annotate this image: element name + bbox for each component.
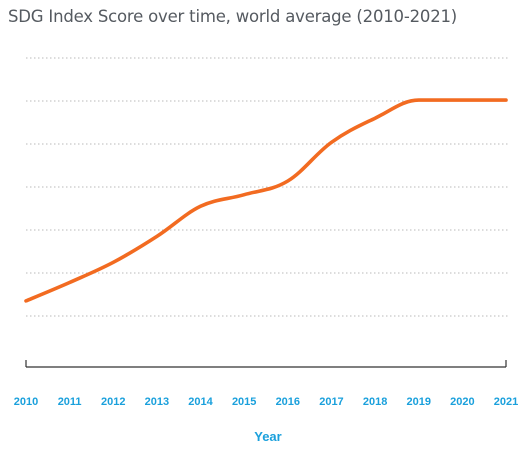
x-tick-label: 2010 xyxy=(14,396,38,408)
x-tick-label: 2021 xyxy=(494,396,518,408)
x-tick-label: 2018 xyxy=(363,396,387,408)
x-tick-label: 2011 xyxy=(58,396,82,408)
x-tick-label: 2012 xyxy=(101,396,125,408)
x-tick-label: 2017 xyxy=(319,396,343,408)
x-tick-label: 2019 xyxy=(406,396,430,408)
gridlines xyxy=(26,57,508,317)
x-tick-label: 2014 xyxy=(188,396,213,408)
chart-title: SDG Index Score over time, world average… xyxy=(8,7,458,26)
x-tick-labels: 2010 2011 2012 2013 2014 2015 2016 2017 2018 2019… xyxy=(14,396,518,408)
x-tick-label: 2013 xyxy=(145,396,169,408)
x-tick-label: 2016 xyxy=(276,396,300,408)
x-tick-label: 2015 xyxy=(232,396,256,408)
x-axis xyxy=(25,360,507,368)
series-line xyxy=(24,98,508,303)
x-tick-label: 2020 xyxy=(450,396,474,408)
series-layer xyxy=(24,98,508,303)
x-axis-title: Year xyxy=(254,429,281,444)
